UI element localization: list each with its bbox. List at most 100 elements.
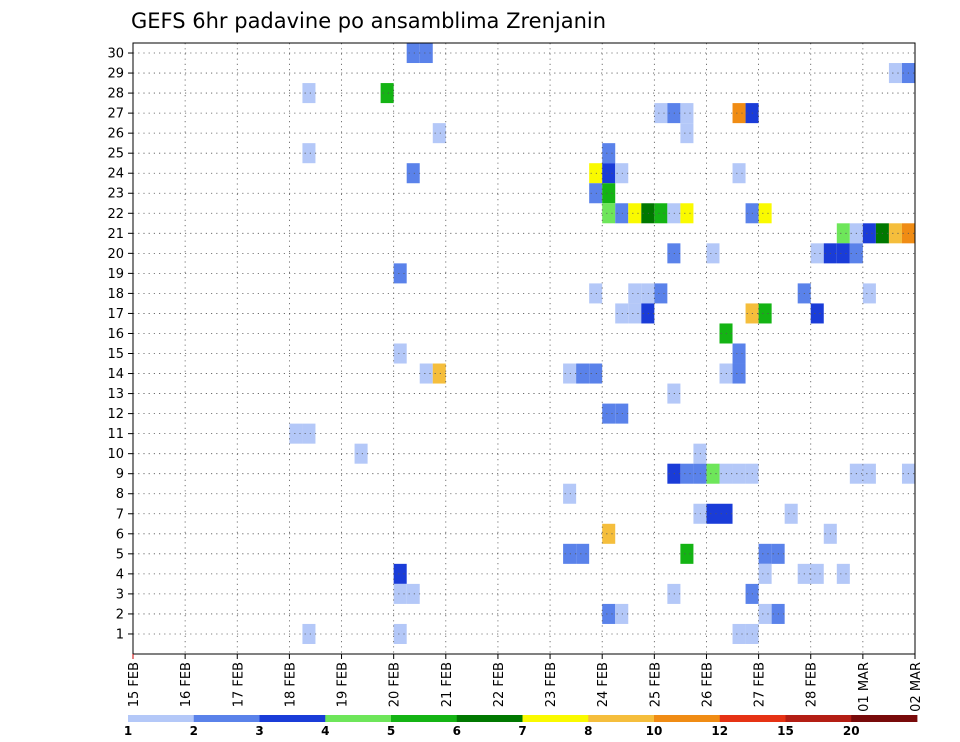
heatmap-cell <box>758 303 772 324</box>
y-tick-label: 8 <box>116 487 124 502</box>
x-tick-label: 19 FEB <box>336 662 351 707</box>
y-tick-label: 4 <box>116 567 124 582</box>
y-tick-label: 14 <box>107 367 124 382</box>
heatmap-cell <box>810 303 824 324</box>
colorbar-segment <box>193 715 260 722</box>
heatmap-cell <box>680 203 694 224</box>
heatmap-cell <box>888 223 902 244</box>
heatmap-cell <box>758 563 772 584</box>
heatmap-cell <box>706 503 720 524</box>
heatmap-cell <box>602 403 616 424</box>
heatmap-cell <box>732 103 746 124</box>
plot-frame <box>132 42 916 655</box>
heatmap-cell <box>406 43 420 64</box>
heatmap-cell <box>888 63 902 84</box>
heatmap-cell <box>354 443 368 464</box>
heatmap-cell <box>380 83 394 104</box>
colorbar-legend: 1 2 3 4 5 6 7 8 10 12 15 20 <box>124 715 918 738</box>
heatmap-cell <box>732 623 746 644</box>
y-tick-label: 16 <box>107 327 124 342</box>
colorbar-label: 4 <box>321 724 329 738</box>
heatmap-cell <box>836 563 850 584</box>
heatmap-cell <box>680 123 694 144</box>
y-tick-label: 7 <box>116 507 124 522</box>
chart-title: GEFS 6hr padavine po ansamblima Zrenjani… <box>131 9 606 33</box>
heatmap-cell <box>302 623 316 644</box>
heatmap-cell <box>836 223 850 244</box>
y-tick-label: 11 <box>107 427 124 442</box>
heatmap-cell <box>732 463 746 484</box>
heatmap-cell <box>393 563 407 584</box>
heatmap-cell <box>628 203 642 224</box>
y-tick-label: 24 <box>107 167 124 182</box>
colorbar-label: 6 <box>453 724 461 738</box>
y-tick-label: 13 <box>107 387 124 402</box>
y-tick-label: 23 <box>107 187 124 202</box>
heatmap-cell <box>419 43 433 64</box>
x-tick-label: 21 FEB <box>440 662 455 707</box>
colorbar-label: 7 <box>518 724 526 738</box>
y-axis-ticks: 1234567891011121314151617181920212223242… <box>107 47 133 642</box>
heatmap-cell <box>393 343 407 364</box>
heatmap-cell <box>419 363 433 384</box>
y-tick-label: 5 <box>116 547 124 562</box>
y-tick-label: 1 <box>116 627 124 642</box>
heatmap-cell <box>654 283 668 304</box>
heatmap-cell <box>680 463 694 484</box>
heatmap-cell <box>615 203 629 224</box>
colorbar-segment <box>851 715 918 722</box>
heatmap-cell <box>862 463 876 484</box>
heatmap-cell <box>302 143 316 164</box>
heatmap-cell <box>602 203 616 224</box>
heatmap-cell <box>589 283 603 304</box>
x-tick-label: 22 FEB <box>492 662 507 707</box>
colorbar-label: 2 <box>190 724 198 738</box>
heatmap-cell <box>862 223 876 244</box>
heatmap-cell <box>602 183 616 204</box>
colorbar-segment <box>522 715 589 722</box>
y-tick-label: 18 <box>107 287 124 302</box>
colorbar-segment <box>391 715 458 722</box>
colorbar-segment <box>456 715 523 722</box>
heatmap-cell <box>758 603 772 624</box>
x-tick-label: 15 FEB <box>127 662 142 707</box>
heatmap-cell <box>628 283 642 304</box>
x-tick-label: 02 MAR <box>909 662 924 712</box>
heatmap-cell <box>432 123 446 144</box>
heatmap-cell <box>393 263 407 284</box>
heatmap-cell <box>602 523 616 544</box>
y-tick-label: 26 <box>107 127 124 142</box>
heatmap-cell <box>302 423 316 444</box>
heatmap-cell <box>615 303 629 324</box>
x-tick-label: 28 FEB <box>805 662 820 707</box>
heatmap-cell <box>706 463 720 484</box>
y-tick-label: 27 <box>107 107 124 122</box>
y-tick-label: 17 <box>107 307 124 322</box>
colorbar-segment <box>785 715 852 722</box>
colorbar-label: 10 <box>646 724 663 738</box>
x-tick-label: 27 FEB <box>753 662 768 707</box>
colorbar-segment <box>588 715 655 722</box>
x-tick-label: 25 FEB <box>648 662 663 707</box>
heatmap-cell <box>615 163 629 184</box>
heatmap-cell <box>628 303 642 324</box>
y-tick-label: 12 <box>107 407 124 422</box>
y-tick-label: 19 <box>107 267 124 282</box>
colorbar-label: 1 <box>124 724 132 738</box>
y-tick-label: 9 <box>116 467 124 482</box>
colorbar-segment <box>128 715 195 722</box>
x-tick-label: 01 MAR <box>857 662 872 712</box>
heatmap-cell <box>589 363 603 384</box>
heatmap-cell <box>836 243 850 264</box>
y-tick-label: 6 <box>116 527 124 542</box>
heatmap-cell <box>393 583 407 604</box>
x-tick-label: 16 FEB <box>179 662 194 707</box>
colorbar-label: 12 <box>711 724 728 738</box>
y-tick-label: 29 <box>107 67 124 82</box>
heatmap-cell <box>589 183 603 204</box>
x-axis-ticks: 15 FEB 16 FEB 17 FEB 18 FEB 19 FEB 20 FEB 21 F… <box>127 654 924 712</box>
heatmap-cell <box>732 163 746 184</box>
heatmap-cell <box>810 563 824 584</box>
heatmap-cell <box>432 363 446 384</box>
grid-lines <box>133 43 915 654</box>
